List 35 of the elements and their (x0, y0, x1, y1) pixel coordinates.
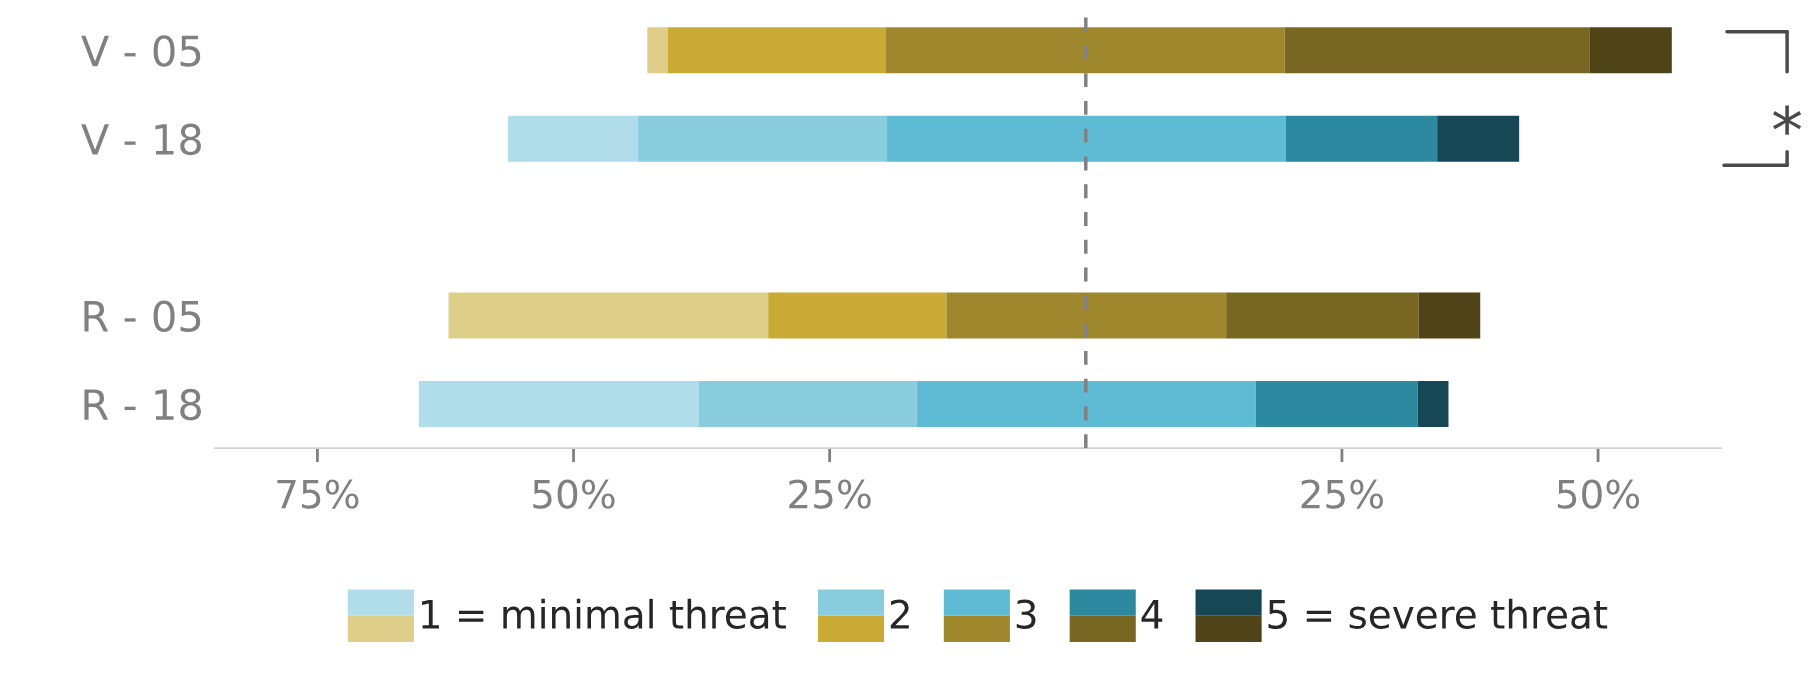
y-tick-label: R - 18 (84, 388, 202, 421)
y-tick-label: R - 05 (84, 300, 201, 332)
bar (1226, 292, 1419, 339)
x-tick-label: 75% (277, 479, 359, 509)
y-tick-label: V - 05 (81, 35, 201, 67)
legend-label: 5 = severe threat (1268, 598, 1608, 629)
bar (1418, 292, 1481, 339)
legend-label: 4 (1141, 600, 1163, 629)
bar (768, 292, 947, 339)
bar (1284, 27, 1590, 74)
x-tick-label: 25% (1301, 479, 1383, 509)
bar (1285, 115, 1438, 162)
legend-label: 2 (890, 599, 909, 629)
legend-label: 1 = minimal threat (422, 598, 786, 629)
bar (647, 27, 668, 74)
bar (1437, 115, 1520, 162)
bar (698, 380, 917, 427)
x-tick-label: 50% (1557, 479, 1640, 509)
legend-label: 3 (1016, 599, 1036, 629)
bar (886, 27, 1285, 74)
bar (1255, 380, 1418, 427)
bar (507, 115, 639, 162)
bar (1417, 380, 1449, 427)
text: * (1773, 105, 1802, 135)
bar (448, 292, 769, 339)
x-tick-label: 50% (533, 479, 615, 509)
bar (638, 115, 888, 162)
x-tick-label: 25% (789, 479, 871, 509)
bar (887, 115, 1286, 162)
bar (667, 27, 887, 74)
bar (1589, 27, 1672, 74)
bar (418, 380, 699, 427)
bar (946, 292, 1227, 339)
bar (916, 380, 1256, 427)
y-tick-label: V - 18 (81, 123, 202, 156)
